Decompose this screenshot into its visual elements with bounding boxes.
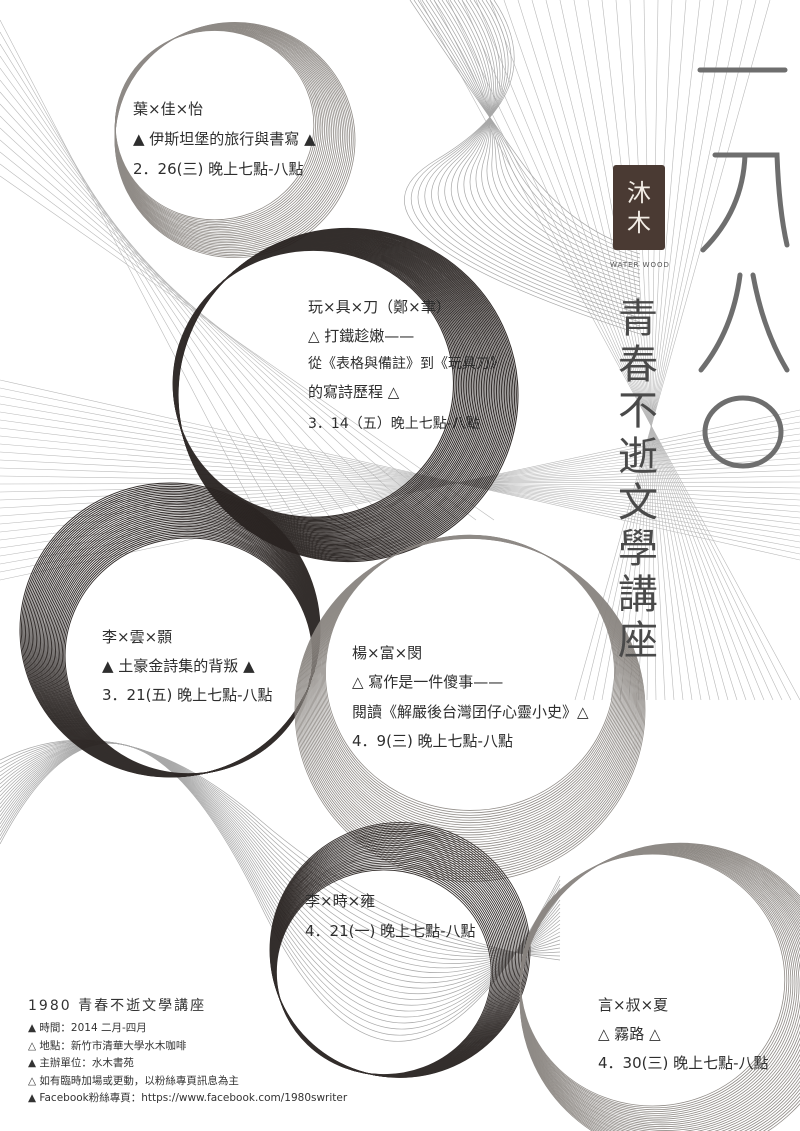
year-1980-artwork	[697, 67, 790, 469]
event-topic-line3: 的寫詩歷程 △	[308, 383, 400, 401]
title-char: 文	[618, 480, 658, 526]
title-char: 講	[618, 572, 658, 618]
title-char: 春	[618, 342, 658, 388]
event-speaker: 楊×富×閔	[352, 644, 423, 662]
title-char: 不	[618, 388, 658, 434]
title-char: 青	[618, 296, 658, 342]
event-topic: △ 霧路 △	[598, 1025, 661, 1043]
event-topic: △ 寫作是一件傻事——	[352, 673, 504, 691]
event-speaker: 言×叔×夏	[598, 996, 669, 1014]
event-info: 1980 青春不逝文學講座 ▲ 時間：2014 二月-四月 △ 地點：新竹市清華…	[28, 996, 347, 1108]
seal-char-2: 木	[627, 208, 651, 237]
info-location: △ 地點：新竹市清華大學水木咖啡	[28, 1039, 187, 1052]
title-char: 座	[618, 618, 658, 664]
logo-caption: WATER WOOD	[610, 261, 670, 269]
event-speaker: 葉×佳×怡	[133, 100, 204, 118]
event-date: 3．21(五) 晚上七點-八點	[102, 686, 273, 704]
event-topic-line2: 從《表格與備註》到《玩具刀》	[308, 356, 504, 372]
poster-title: 青春不逝文學講座	[612, 296, 664, 664]
event-topic: ▲ 土豪金詩集的背叛 ▲	[102, 657, 255, 675]
info-facebook-link[interactable]: ▲ Facebook粉絲專頁：https://www.facebook.com/…	[28, 1092, 348, 1104]
event-speaker: 李×雲×顥	[102, 628, 173, 646]
event-date: 3．14（五）晚上七點-八點	[308, 416, 480, 432]
title-char: 學	[618, 526, 658, 572]
info-heading: 1980 青春不逝文學講座	[28, 998, 207, 1014]
seal-char-1: 沐	[627, 178, 651, 207]
event-date: 4．30(三) 晚上七點-八點	[598, 1054, 769, 1072]
event-speaker: 玩×具×刀（鄭×聿）	[308, 298, 451, 316]
title-char: 逝	[618, 434, 658, 480]
event-topic-line2: 閱讀《解嚴後台灣囝仔心靈小史》△	[352, 703, 589, 721]
event-speaker: 李×時×雍	[305, 892, 376, 910]
event-date: 4．21(一) 晚上七點-八點	[305, 922, 476, 940]
info-time: ▲ 時間：2014 二月-四月	[28, 1022, 147, 1034]
info-notice: △ 如有臨時加場或更動，以粉絲專頁訊息為主	[28, 1074, 239, 1087]
event-topic: ▲ 伊斯坦堡的旅行與書寫 ▲	[133, 130, 316, 148]
info-organizer: ▲ 主辦單位：水木書苑	[28, 1057, 134, 1069]
event-date: 2．26(三) 晚上七點-八點	[133, 160, 304, 178]
event-date: 4．9(三) 晚上七點-八點	[352, 732, 513, 750]
event-topic: △ 打鐵趁嫩——	[308, 327, 415, 345]
water-wood-seal-logo: 沐 木	[613, 165, 665, 250]
